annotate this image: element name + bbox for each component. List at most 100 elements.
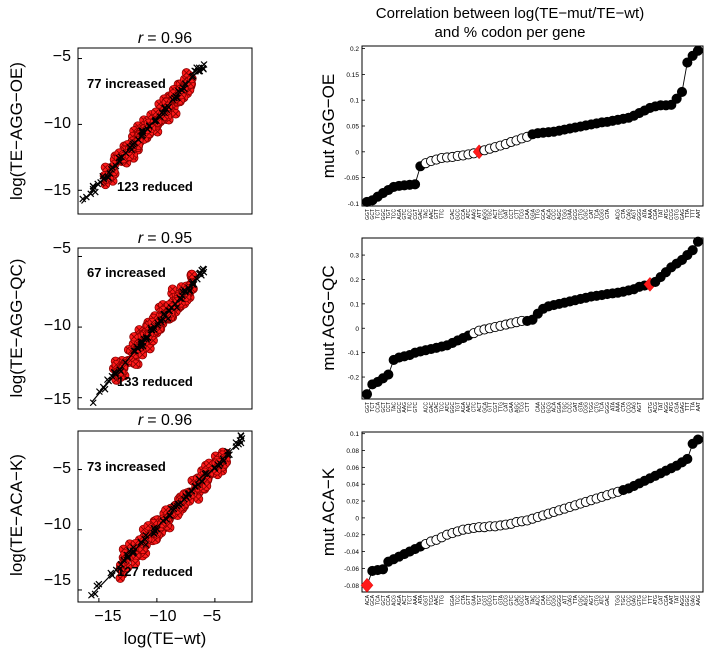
red-point-cross — [132, 361, 139, 368]
codon-label: TGG — [589, 402, 595, 413]
codon-point — [671, 93, 682, 104]
codon-label: ACG — [616, 209, 622, 220]
codon-label: TTA — [573, 594, 579, 604]
codon-label: ATC — [445, 402, 451, 412]
codon-label: TCC — [440, 402, 446, 413]
codon-label: TGC — [562, 402, 568, 413]
codon-label: GTT — [466, 595, 472, 605]
red-point-cross — [132, 560, 139, 567]
codon-label: AGC — [557, 209, 563, 220]
black-point — [112, 566, 120, 574]
codon-label: CTC — [546, 595, 552, 606]
red-point-cross — [132, 552, 140, 559]
codon-label: GTA — [578, 401, 584, 412]
black-point — [150, 529, 158, 537]
black-point — [87, 190, 95, 198]
ytick-label: −10 — [44, 516, 71, 533]
black-point — [226, 451, 233, 459]
codon-ylabel-3: mut ACA−K — [319, 467, 338, 556]
codon-label: TTT — [685, 402, 691, 411]
black-point — [158, 109, 166, 117]
codon-label: GGA — [557, 401, 563, 413]
increased-count-1: 77 increased — [87, 76, 166, 91]
ytick-label: −5 — [53, 240, 71, 257]
codon-label: GAG — [680, 402, 686, 413]
black-point — [105, 377, 113, 385]
codon-label: TAC — [530, 595, 536, 605]
codon-label: TCC — [456, 595, 462, 606]
black-point — [99, 383, 107, 391]
codon-label: GAT — [573, 402, 579, 412]
codon-label: AGA — [397, 208, 403, 219]
codon-label: GGC — [450, 402, 456, 414]
codon-label: TAC — [424, 209, 430, 219]
codon-label: AAT — [669, 595, 675, 604]
codon-label: CAT — [658, 595, 664, 605]
red-point-cross — [169, 286, 176, 293]
codon-label: GCG — [546, 402, 552, 414]
codon-label: CGA — [653, 208, 659, 220]
series-line — [366, 439, 699, 586]
plot-frame-2 — [77, 247, 253, 410]
codon-label: AGA — [461, 401, 467, 412]
codon-label: CGG — [584, 402, 590, 414]
scatter-panel-1: r = 0.96 77 increased 123 reduced −5 −10 … — [7, 30, 253, 215]
ytick-label: −15 — [44, 182, 71, 199]
codon-label: ACG — [653, 402, 659, 413]
codon-label: CAG — [632, 402, 638, 413]
red-point-cross — [156, 325, 163, 333]
codon-label: TCG — [429, 595, 435, 606]
reduced-count-3: 127 reduced — [117, 564, 193, 579]
codon-label: AGC — [584, 595, 590, 606]
black-point — [172, 93, 180, 100]
codon-label: TCA — [376, 594, 382, 605]
red-point-cross — [188, 271, 196, 278]
codon-label: AGT — [632, 209, 638, 219]
black-point — [189, 278, 197, 286]
codon-panel-3: -0.08 -0.06 -0.04 -0.02 0 0.02 0.04 0.06 0.08 0.1… — [319, 431, 704, 607]
codon-label: CGT — [482, 595, 488, 606]
codon-label: CTA — [621, 401, 627, 411]
black-point — [150, 325, 158, 333]
codon-label: CCC — [568, 402, 574, 413]
black-point — [107, 165, 115, 173]
codon-label: GAT — [525, 595, 531, 605]
codon-label: GGC — [381, 209, 387, 221]
codon-label: AGC — [514, 402, 520, 413]
black-point — [128, 146, 135, 154]
codon-label: GGA — [530, 208, 536, 220]
codon-label: CAA — [536, 401, 542, 412]
red-point-cross — [130, 333, 138, 340]
black-point — [144, 125, 152, 133]
codon-label: CTC — [472, 402, 478, 413]
codon-label: GGC — [685, 595, 691, 607]
codon-series-3: -0.08 -0.06 -0.04 -0.02 0 0.02 0.04 0.06 0.08 0.1… — [344, 431, 704, 607]
codon-point — [682, 57, 693, 68]
black-point — [90, 183, 97, 191]
red-point-cross — [172, 110, 179, 117]
codon-label: ATA — [610, 401, 616, 411]
codon-label: CGT — [413, 209, 419, 220]
codon-label: CGG — [600, 209, 606, 221]
black-point — [100, 175, 108, 183]
black-point — [137, 538, 145, 546]
codon-label: ATA — [642, 208, 648, 218]
codon-label: CAC — [514, 595, 520, 606]
codon-label: CTT — [525, 402, 531, 412]
black-point — [108, 572, 116, 579]
codon-label: TGT — [386, 209, 392, 219]
black-point — [173, 503, 181, 510]
red-point-cross — [149, 319, 156, 326]
black-point — [142, 531, 150, 539]
codon-label: AAA — [413, 594, 419, 605]
codon-label: GCC — [456, 209, 462, 221]
red-point-cross — [102, 164, 109, 171]
codon-label: CTA — [461, 594, 467, 604]
black-point — [181, 80, 189, 88]
black-point — [211, 464, 219, 472]
codon-label: CCT — [386, 402, 392, 412]
increased-count-3: 73 increased — [87, 459, 166, 474]
codon-label: TCC — [392, 209, 398, 220]
codon-label: GCC — [397, 402, 403, 414]
